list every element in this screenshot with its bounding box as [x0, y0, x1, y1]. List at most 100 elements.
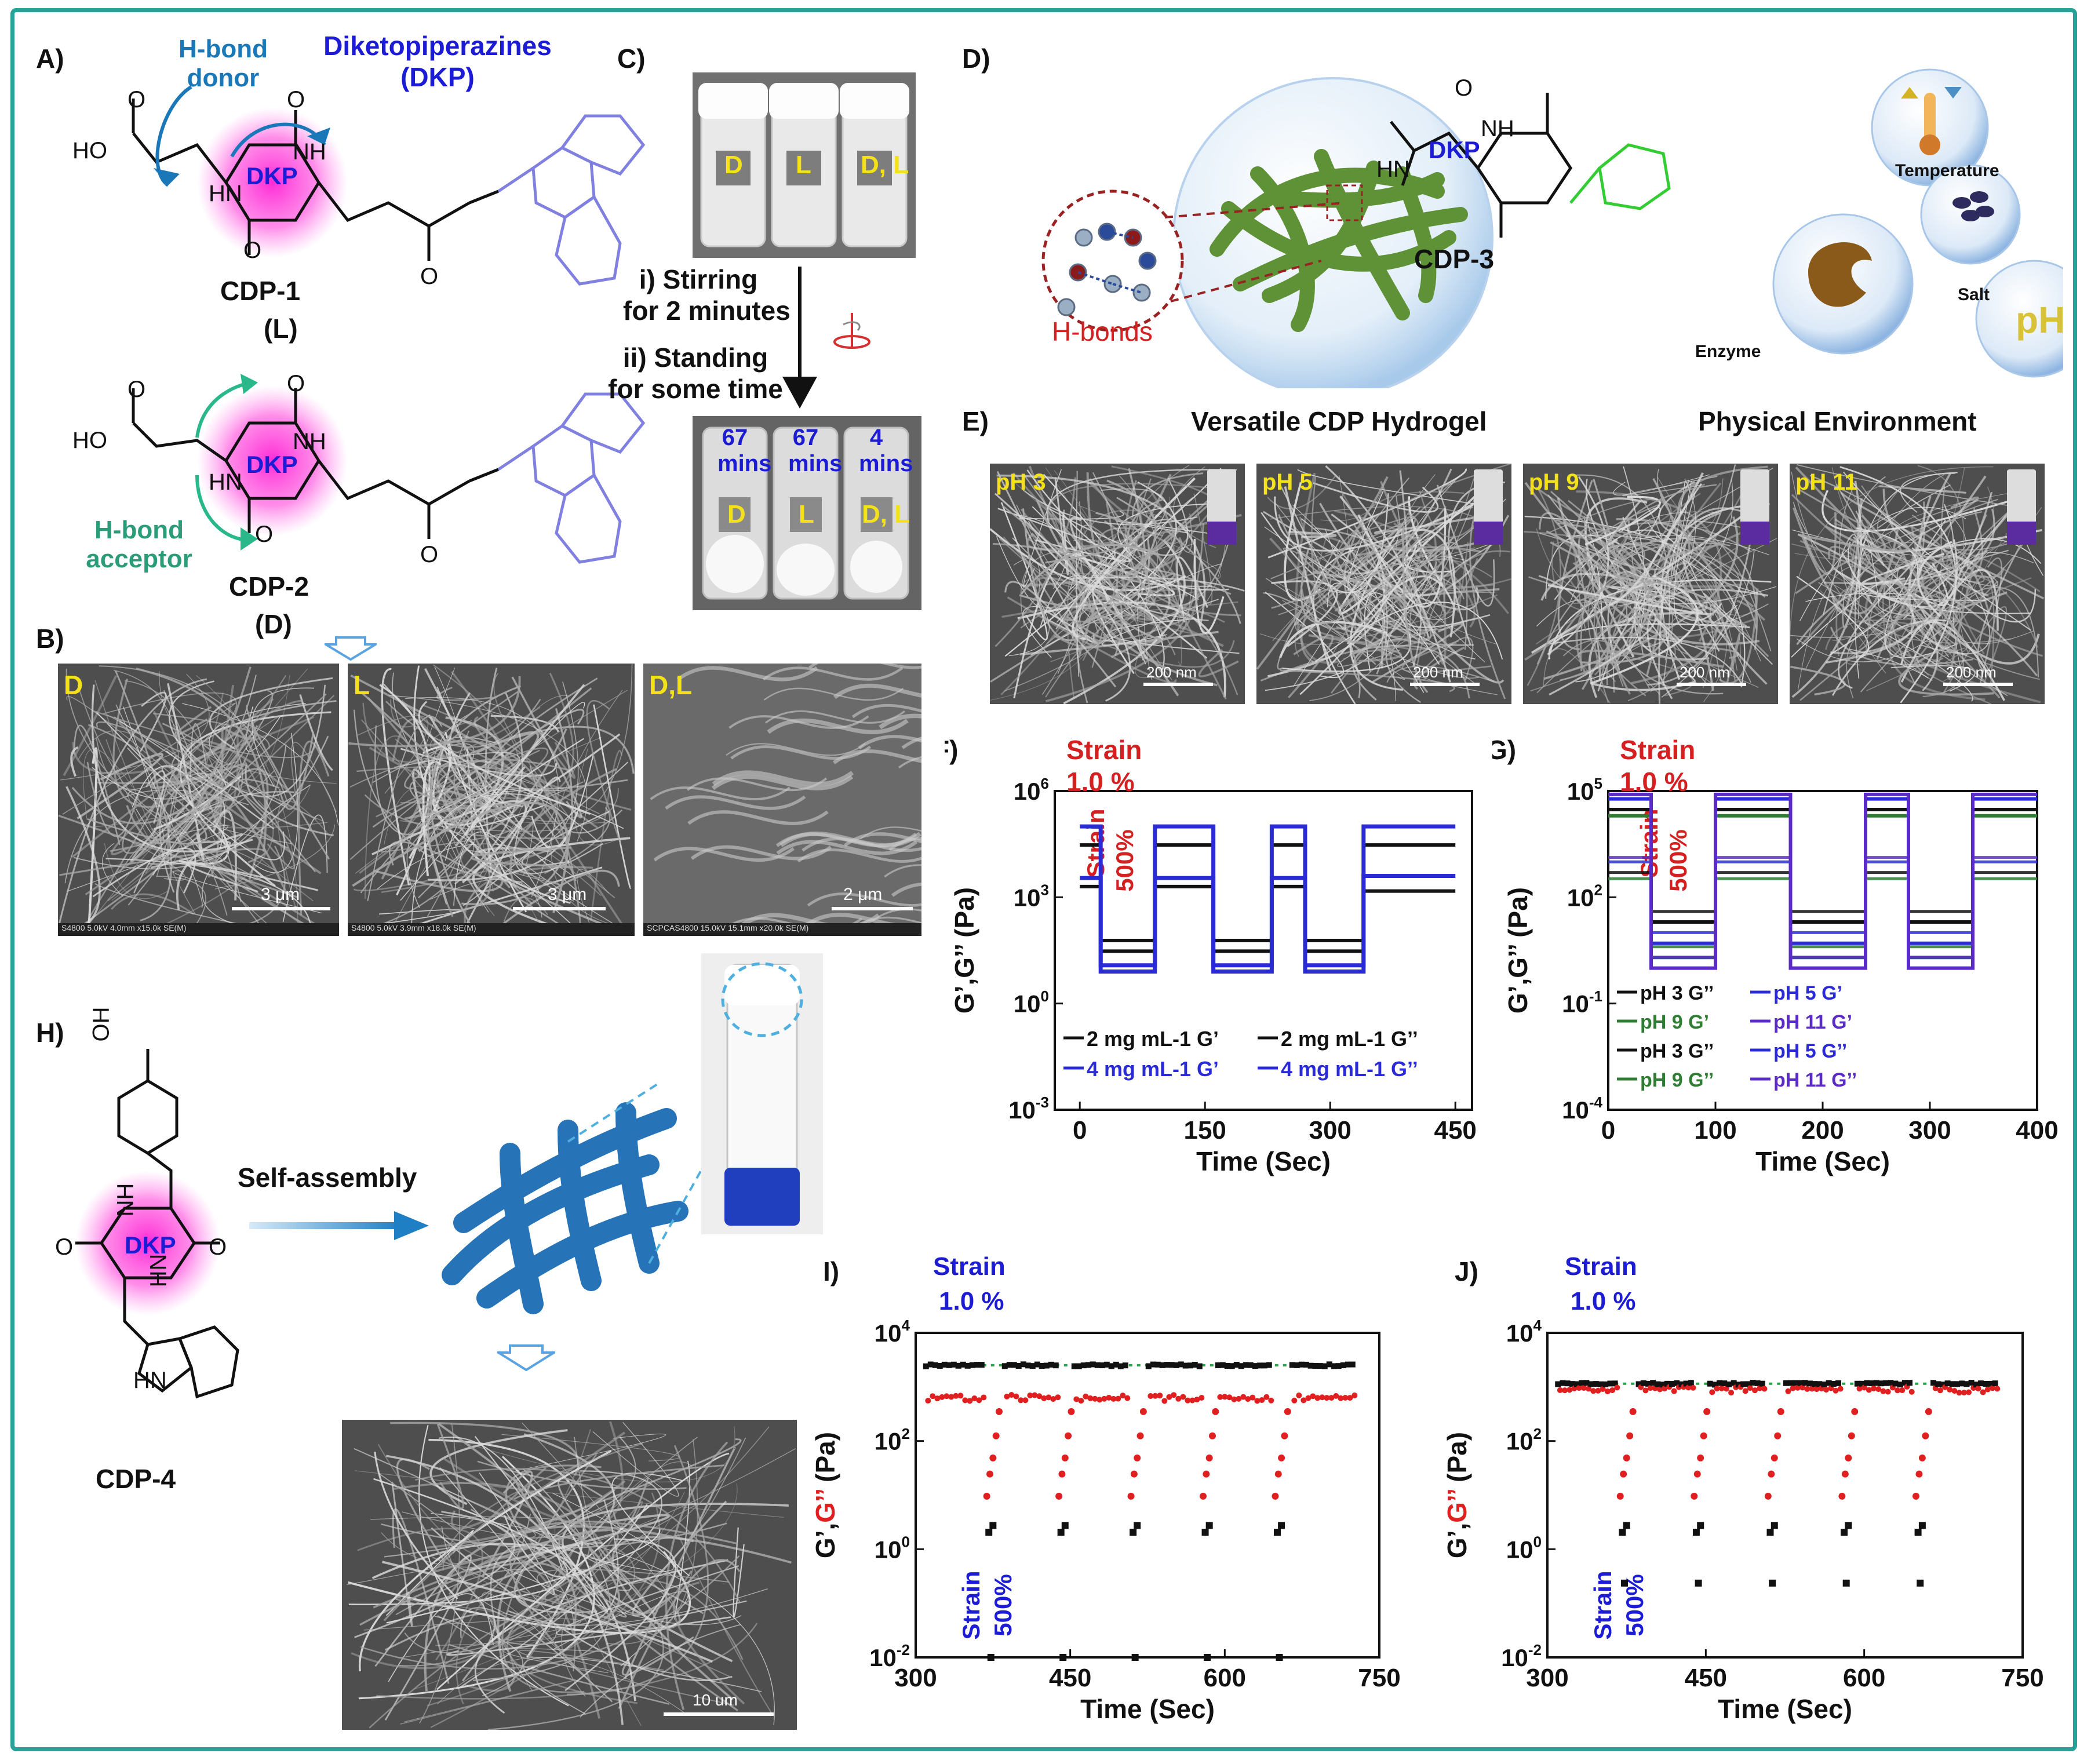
y-tick-label: 10-1: [1562, 987, 1602, 1018]
g-prime-point: [974, 1361, 980, 1368]
cdp3-dkp-label: DKP: [1429, 136, 1480, 163]
cdp4-nh-label: NH: [112, 1183, 139, 1217]
g-prime-point: [1020, 1361, 1026, 1368]
g-prime-point: [1621, 1579, 1629, 1587]
g-prime-point: [1954, 1381, 1961, 1387]
g-double-prime-point: [1785, 1388, 1791, 1394]
g-double-prime-point: [925, 1398, 931, 1404]
x-tick-label: 0: [1073, 1116, 1087, 1145]
g-double-prime-point: [934, 1395, 941, 1402]
g-prime-point: [1959, 1380, 1965, 1387]
g-double-prime-point: [1845, 1454, 1852, 1462]
y-tick-label: 102: [875, 1425, 910, 1455]
g-prime-point: [987, 1654, 995, 1661]
sem-scale-d: 3 μm: [261, 885, 300, 904]
g-double-prime-point: [1794, 1384, 1801, 1391]
x-axis-label: Time (Sec): [1196, 1146, 1331, 1176]
y-tick-label: 100: [1014, 987, 1049, 1018]
step2-text: ii) Standing for some time: [608, 342, 783, 404]
strain-high-value: 500%: [1664, 829, 1692, 891]
g-prime-point: [1579, 1380, 1585, 1386]
cdp2-name: CDP-2: [229, 571, 309, 602]
g-double-prime-point: [1823, 1387, 1830, 1393]
g-prime-point: [1015, 1363, 1022, 1369]
g-prime-point: [1726, 1381, 1732, 1387]
y-tick-label: 102: [1506, 1425, 1542, 1455]
g-double-prime-point: [1774, 1432, 1782, 1439]
o-label-6: O: [287, 371, 305, 396]
g-double-prime-point: [1134, 1454, 1141, 1462]
g-prime-point: [1196, 1363, 1203, 1369]
g-prime-point: [1944, 1380, 1951, 1387]
g-prime-point: [1173, 1362, 1179, 1368]
g-double-prime-point: [1148, 1393, 1154, 1399]
series-line: [1608, 797, 2037, 945]
down-arrow-h-icon: [497, 1344, 555, 1371]
chart-f: 0 150 300 450 10-3 100 103 106 Time (Sec) G’,G’’ …: [945, 735, 1477, 1176]
sem-image-l: L 3 μm S4800 5.0kV 3.9mm x18.0k SE(M): [348, 664, 635, 936]
strain-high-label: Strain: [1082, 808, 1109, 877]
hn-label-1: HN: [209, 181, 242, 206]
g-double-prime-point: [1937, 1387, 1943, 1394]
x-tick-label: 750: [2001, 1664, 2043, 1692]
g-prime-point: [1892, 1380, 1899, 1387]
plot-frame: [915, 1332, 1380, 1659]
g-prime-point: [1745, 1381, 1751, 1387]
g-double-prime-point: [1956, 1390, 1962, 1396]
g-prime-point: [1294, 1362, 1300, 1368]
g-prime-point: [1289, 1362, 1295, 1368]
g-double-prime-point: [1036, 1393, 1043, 1399]
x-tick-label: 200: [1801, 1116, 1844, 1145]
g-double-prime-point: [1231, 1396, 1237, 1402]
g-double-prime-point: [1175, 1395, 1182, 1402]
g-prime-point: [1569, 1381, 1575, 1387]
g-prime-point: [1233, 1362, 1240, 1368]
g-prime-point: [1178, 1361, 1184, 1368]
y-axis-label: G’,G’’ (Pa): [811, 1432, 840, 1558]
hbonds-label: H-bonds: [1052, 316, 1153, 347]
sem-scale-ph11: 200 nm: [1946, 664, 1997, 681]
g-double-prime-point: [1562, 1387, 1568, 1394]
cdp1-form: (L): [264, 314, 298, 344]
series-line: [1080, 824, 1456, 974]
g-double-prime-point: [1790, 1385, 1796, 1391]
stir-icon: [833, 313, 870, 349]
g-prime-point: [1707, 1380, 1713, 1387]
g-prime-point: [1968, 1380, 1975, 1386]
g-double-prime-point: [1198, 1395, 1205, 1401]
chart-j: 300 450 600 750 10-2 100 102 104 Time (Sec) G’,G’…: [1442, 1252, 2044, 1724]
sem-scale-ph5: 200 nm: [1413, 664, 1463, 681]
g-prime-point: [1973, 1382, 1979, 1388]
chart-label: G): [1492, 735, 1516, 765]
g-double-prime-point: [1742, 1388, 1748, 1394]
g-double-prime-point: [1813, 1386, 1820, 1393]
x-tick-label: 300: [894, 1664, 937, 1692]
legend-entry: pH 3 G’’: [1640, 982, 1714, 1004]
panel-a-label: A): [36, 43, 64, 74]
g-prime-point: [1659, 1382, 1666, 1388]
dkp-core-label-2: DKP: [246, 451, 298, 478]
g-prime-point: [1645, 1380, 1652, 1387]
g-prime-point: [1025, 1362, 1031, 1369]
y-axis-label: G’,G’’ (Pa): [1503, 887, 1533, 1014]
g-prime-point: [1303, 1361, 1309, 1368]
g-double-prime-point: [1693, 1470, 1701, 1478]
g-double-prime-point: [1319, 1394, 1325, 1401]
temperature-label: Temperature: [1895, 161, 1999, 180]
g-prime-point: [1918, 1522, 1926, 1529]
g-prime-point: [1048, 1361, 1054, 1368]
g-double-prime-point: [1274, 1470, 1282, 1478]
series-line: [1608, 808, 2037, 924]
g-double-prime-point: [1254, 1398, 1261, 1404]
g-double-prime-point: [983, 1492, 990, 1500]
g-double-prime-point: [1925, 1408, 1932, 1415]
g-double-prime-point: [1338, 1395, 1344, 1401]
panel-e-label: E): [962, 406, 989, 436]
g-prime-point: [1001, 1363, 1008, 1369]
cdp4-o-left: O: [55, 1234, 74, 1260]
strain-low-value: 1.0 %: [1571, 1287, 1636, 1315]
g-double-prime-point: [1115, 1395, 1121, 1402]
g-prime-point: [1678, 1381, 1685, 1387]
sem-tag-ph3: pH 3: [996, 469, 1046, 495]
g-prime-point: [1873, 1380, 1879, 1386]
